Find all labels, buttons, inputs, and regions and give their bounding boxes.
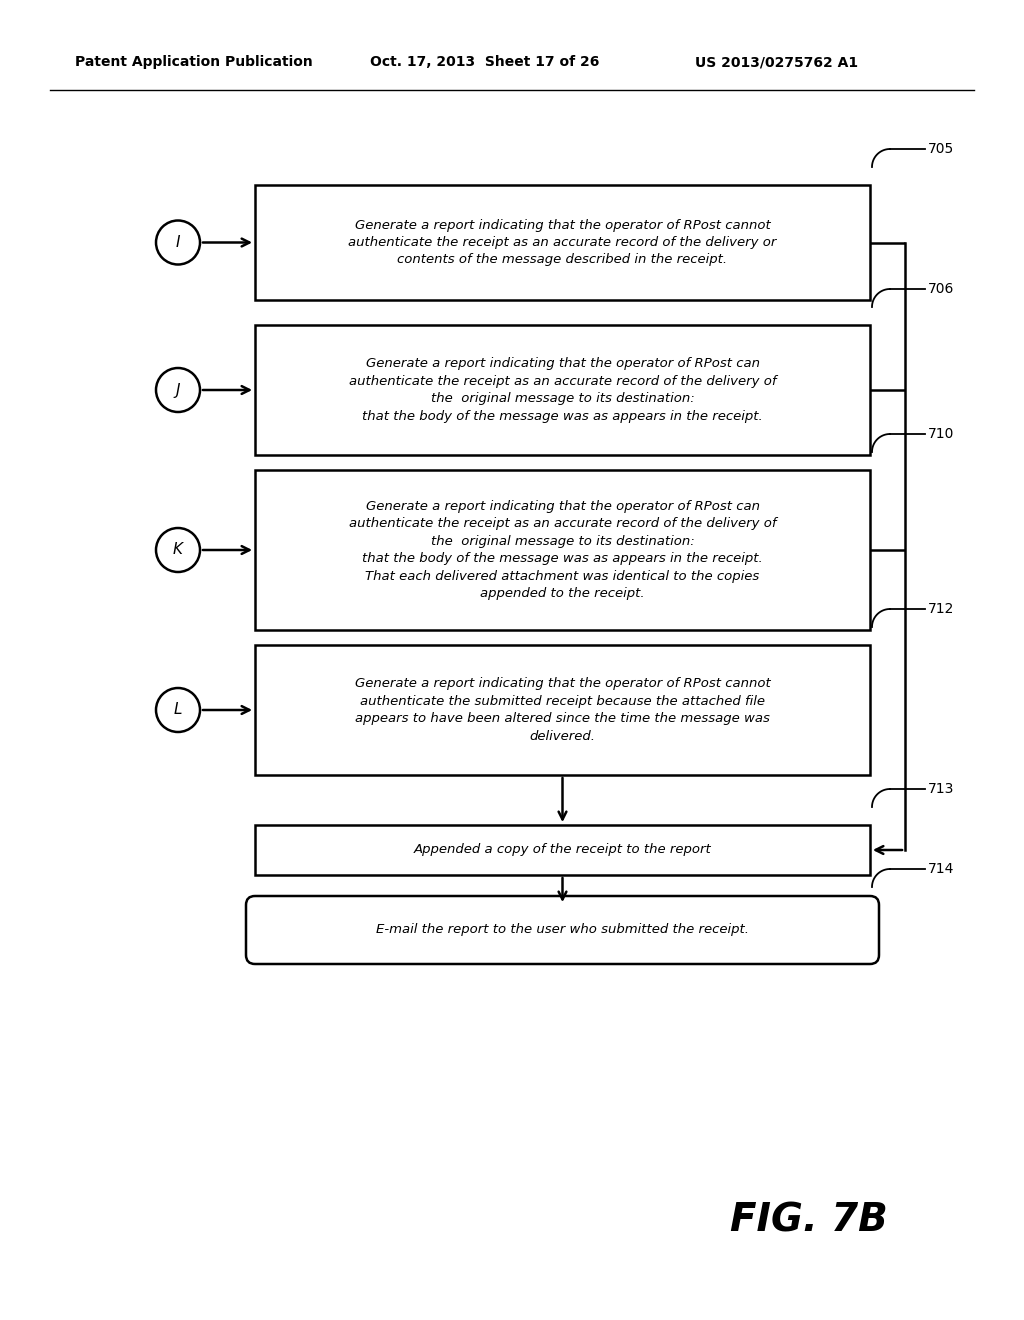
Text: E-mail the report to the user who submitted the receipt.: E-mail the report to the user who submit… bbox=[376, 924, 749, 936]
Circle shape bbox=[156, 368, 200, 412]
Text: Generate a report indicating that the operator of RPost can
authenticate the rec: Generate a report indicating that the op… bbox=[349, 358, 776, 422]
Bar bbox=[255, 825, 870, 875]
Text: Patent Application Publication: Patent Application Publication bbox=[75, 55, 312, 69]
Text: Generate a report indicating that the operator of RPost cannot
authenticate the : Generate a report indicating that the op… bbox=[348, 219, 776, 267]
Text: 713: 713 bbox=[928, 781, 954, 796]
Text: 706: 706 bbox=[928, 282, 954, 296]
Bar bbox=[255, 470, 870, 630]
Text: L: L bbox=[174, 702, 182, 718]
Circle shape bbox=[156, 220, 200, 264]
Text: J: J bbox=[176, 383, 180, 397]
Text: 710: 710 bbox=[928, 426, 954, 441]
Text: K: K bbox=[173, 543, 183, 557]
Text: 705: 705 bbox=[928, 143, 954, 156]
Text: Oct. 17, 2013  Sheet 17 of 26: Oct. 17, 2013 Sheet 17 of 26 bbox=[370, 55, 599, 69]
Text: 712: 712 bbox=[928, 602, 954, 616]
Bar bbox=[255, 325, 870, 455]
Text: Generate a report indicating that the operator of RPost cannot
authenticate the : Generate a report indicating that the op… bbox=[354, 677, 770, 743]
Circle shape bbox=[156, 688, 200, 733]
Circle shape bbox=[156, 528, 200, 572]
Text: Appended a copy of the receipt to the report: Appended a copy of the receipt to the re… bbox=[414, 843, 712, 857]
Bar bbox=[255, 185, 870, 300]
Text: I: I bbox=[176, 235, 180, 249]
Text: FIG. 7B: FIG. 7B bbox=[730, 1201, 888, 1239]
Bar bbox=[255, 645, 870, 775]
FancyBboxPatch shape bbox=[246, 896, 879, 964]
Text: US 2013/0275762 A1: US 2013/0275762 A1 bbox=[695, 55, 858, 69]
Text: 714: 714 bbox=[928, 862, 954, 876]
Text: Generate a report indicating that the operator of RPost can
authenticate the rec: Generate a report indicating that the op… bbox=[349, 500, 776, 601]
